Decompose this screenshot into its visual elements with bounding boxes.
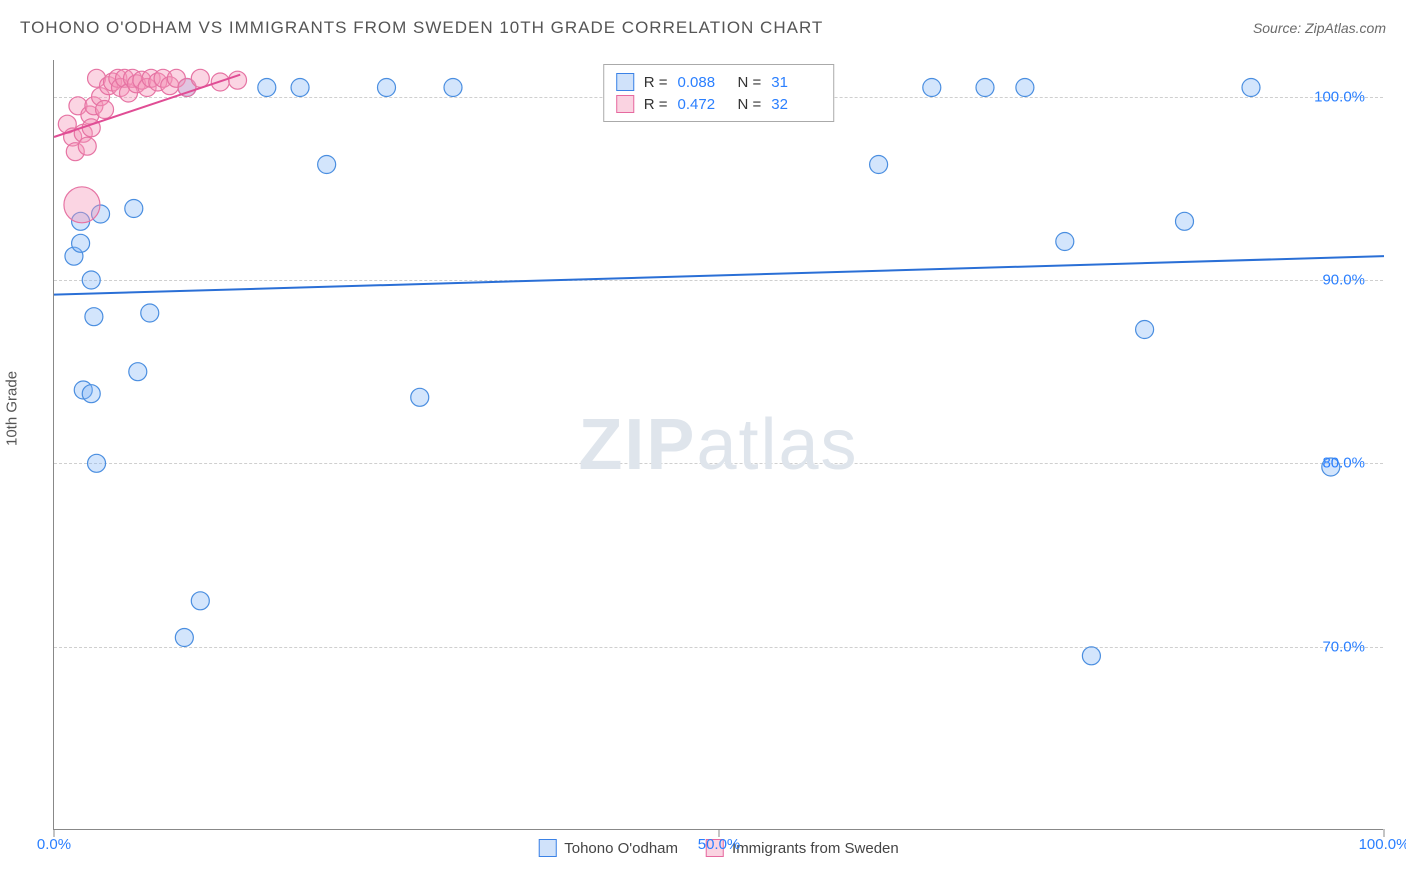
data-point [191,69,209,87]
plot-region: ZIPatlas R = 0.088 N = 31 R = 0.472 N = … [53,60,1383,830]
data-point [444,79,462,97]
data-point [72,234,90,252]
legend-top-row: R = 0.088 N = 31 [616,71,822,93]
chart-area: ZIPatlas R = 0.088 N = 31 R = 0.472 N = … [53,60,1383,830]
r-value-1: 0.472 [678,96,728,113]
data-point [1136,321,1154,339]
data-point [191,592,209,610]
data-point [1082,647,1100,665]
legend-label-1: Immigrants from Sweden [732,840,899,857]
r-label: R = [644,74,668,91]
swatch-blue-icon [616,73,634,91]
data-point [64,187,100,223]
legend-top-row: R = 0.472 N = 32 [616,93,822,115]
scatter-svg [54,60,1384,830]
chart-title: TOHONO O'ODHAM VS IMMIGRANTS FROM SWEDEN… [20,18,823,38]
data-point [85,308,103,326]
data-point [125,200,143,218]
data-point [229,71,247,89]
swatch-blue-icon [538,839,556,857]
data-point [1176,212,1194,230]
legend-item: Tohono O'odham [538,839,678,857]
data-point [870,156,888,174]
legend-top: R = 0.088 N = 31 R = 0.472 N = 32 [603,64,835,122]
r-value-0: 0.088 [678,74,728,91]
legend-label-0: Tohono O'odham [564,840,678,857]
ytick-label: 90.0% [1322,272,1365,289]
data-point [976,79,994,97]
n-value-1: 32 [771,96,821,113]
xtick-label: 0.0% [37,836,71,853]
data-point [82,385,100,403]
title-row: TOHONO O'ODHAM VS IMMIGRANTS FROM SWEDEN… [20,18,1386,38]
data-point [1016,79,1034,97]
data-point [1242,79,1260,97]
data-point [88,454,106,472]
data-point [378,79,396,97]
xtick-label: 100.0% [1359,836,1406,853]
ytick-label: 80.0% [1322,455,1365,472]
data-point [318,156,336,174]
data-point [923,79,941,97]
data-point [1056,233,1074,251]
source-label: Source: ZipAtlas.com [1253,20,1386,36]
data-point [291,79,309,97]
n-label: N = [738,96,762,113]
y-axis-label: 10th Grade [4,371,21,446]
n-value-0: 31 [771,74,821,91]
data-point [129,363,147,381]
data-point [141,304,159,322]
r-label: R = [644,96,668,113]
data-point [258,79,276,97]
swatch-pink-icon [616,95,634,113]
ytick-label: 100.0% [1314,88,1365,105]
data-point [78,137,96,155]
data-point [82,271,100,289]
trend-line [54,256,1384,295]
n-label: N = [738,74,762,91]
data-point [411,388,429,406]
data-point [175,629,193,647]
data-point [96,101,114,119]
xtick-label: 50.0% [698,836,741,853]
ytick-label: 70.0% [1322,638,1365,655]
